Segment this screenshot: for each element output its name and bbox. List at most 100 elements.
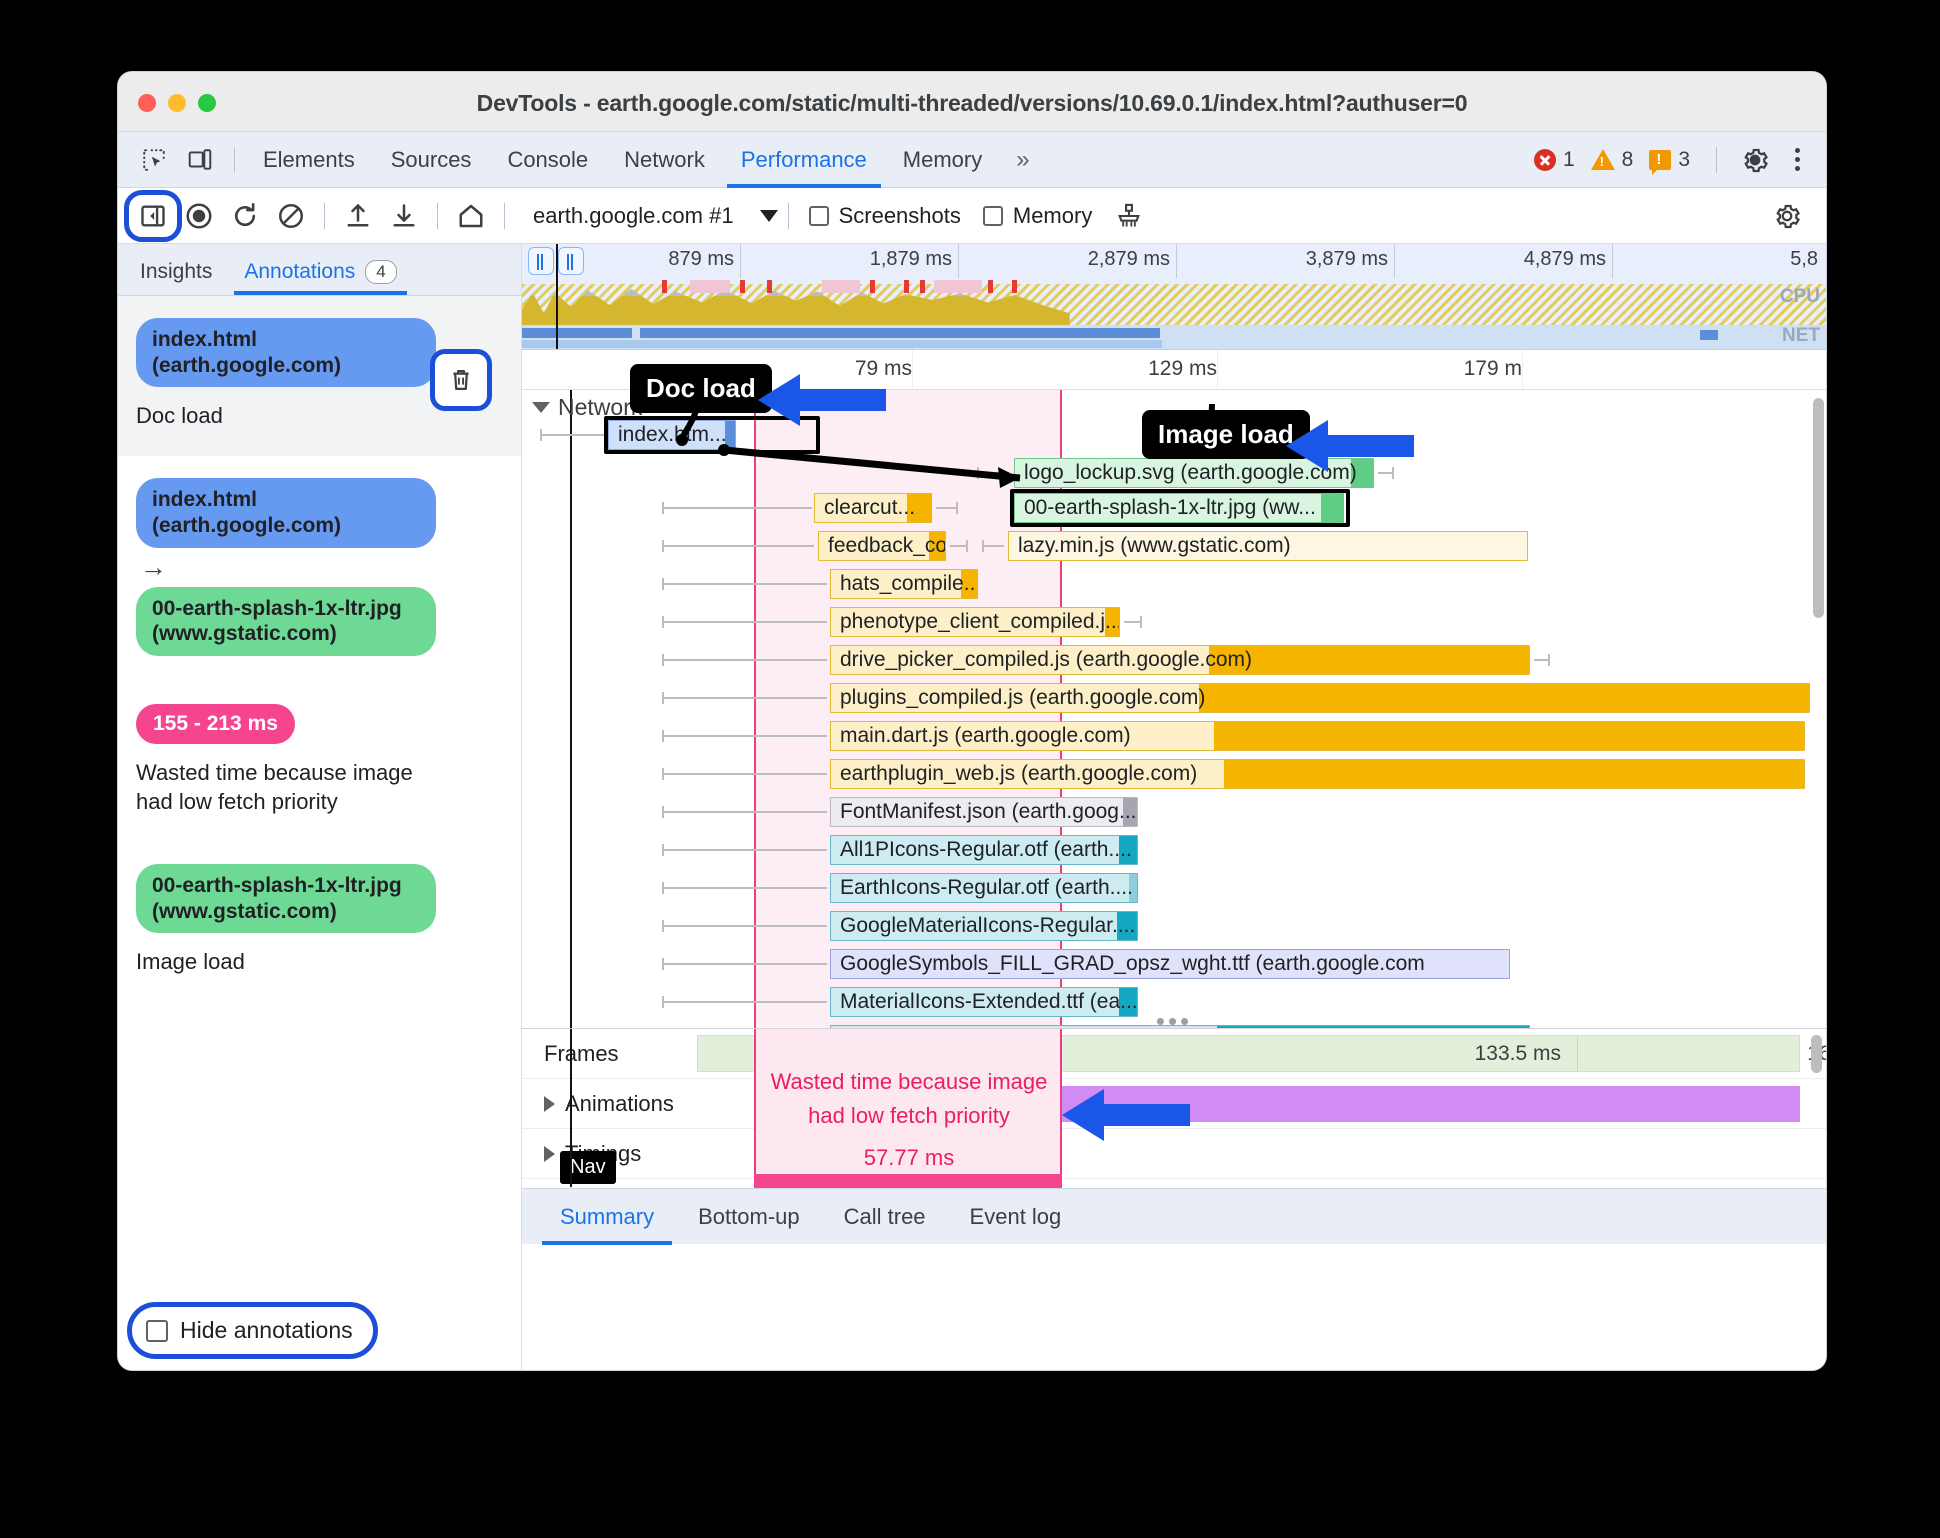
tab-console[interactable]: Console [507,146,589,172]
network-flamechart[interactable]: 79 ms 129 ms 179 m Network [522,350,1826,1028]
tab-sources[interactable]: Sources [390,146,472,172]
timeline-overview[interactable]: 879 ms 1,879 ms 2,879 ms 3,879 ms 4,879 … [522,244,1826,350]
device-toolbar-icon[interactable] [178,140,222,180]
warning-badge[interactable]: 8 [1590,148,1633,172]
frame-segment[interactable]: 133.5 ms [698,1036,1578,1071]
tab-summary[interactable]: Summary [538,1189,676,1245]
request-bar[interactable]: All1PIcons-Regular.otf (earth.... [830,835,1138,865]
request-row[interactable]: MaterialIcons-Extended.ttf (ea... [522,987,1826,1017]
request-row[interactable]: main.dart.js (earth.google.com) [522,721,1826,751]
tab-bottom-up[interactable]: Bottom-up [698,1203,800,1229]
request-row[interactable]: GoogleMaterialIcons-Regular.... [522,911,1826,941]
screenshots-checkbox[interactable]: Screenshots [808,203,961,229]
request-bar[interactable]: FontManifest.json (earth.goog... [830,797,1138,827]
annotation-chip-range[interactable]: 155 - 213 ms [136,703,295,744]
request-bar[interactable]: plugins_compiled.js (earth.google.com) [830,683,1810,713]
request-row[interactable]: plugins_compiled.js (earth.google.com) [522,683,1826,713]
annotation-chip-entry[interactable]: index.html (earth.google.com) [136,318,436,388]
more-options-icon[interactable] [1783,148,1812,171]
request-row[interactable]: EarthIcons-Regular.otf (earth.... [522,873,1826,903]
annotation-chip-to[interactable]: 00-earth-splash-1x-ltr.jpg (www.gstatic.… [136,586,436,656]
request-bar[interactable]: drive_picker_compiled.js (earth.google.c… [830,645,1530,675]
request-row[interactable]: GoogleSymbols_FILL_GRAD_opsz_wght.ttf (e… [522,949,1826,979]
tab-memory[interactable]: Memory [902,146,983,172]
annotation-item-link[interactable]: index.html (earth.google.com) → 00-earth… [118,456,521,681]
upload-icon[interactable] [335,196,381,236]
request-bar[interactable]: MaterialIcons-Extended.ttf (ea... [830,987,1138,1017]
minimize-window-button[interactable] [168,94,186,112]
more-tabs-icon[interactable]: » [1016,145,1029,173]
error-badge[interactable]: 1 [1533,148,1575,172]
tracks-cursor-line [570,1029,572,1187]
request-bar[interactable]: earthplugin_web.js (earth.google.com) [830,759,1805,789]
request-row[interactable]: GoogleSans-Bold.nohints.ttf (earth.googl… [522,1025,1826,1028]
request-bar[interactable]: GoogleMaterialIcons-Regular.... [830,911,1138,941]
tab-event-log[interactable]: Event log [969,1203,1062,1229]
brush-icon[interactable] [1106,196,1152,236]
sidebar-toggle-icon[interactable] [124,189,182,242]
home-icon[interactable] [448,196,494,236]
annotations-list[interactable]: index.html (earth.google.com) Doc load i… [118,296,521,1284]
request-bar[interactable]: EarthIcons-Regular.otf (earth.... [830,873,1138,903]
overview-selection-handle-right[interactable] [558,247,584,275]
tab-performance[interactable]: Performance [723,132,885,188]
request-row[interactable]: logo_lockup.svg (earth.google.com) [522,458,1826,488]
request-row[interactable]: earthplugin_web.js (earth.google.com) [522,759,1826,789]
memory-checkbox[interactable]: Memory [982,203,1092,229]
sidebar-tab-insights[interactable]: Insights [130,260,222,295]
request-bar[interactable]: GoogleSymbols_FILL_GRAD_opsz_wght.ttf (e… [830,949,1510,979]
settings-gear-icon[interactable] [1733,140,1777,180]
request-bar[interactable]: clearcut... [814,493,932,523]
annotation-chip-image[interactable]: 00-earth-splash-1x-ltr.jpg (www.gstatic.… [136,864,436,934]
annotation-chip-from[interactable]: index.html (earth.google.com) [136,478,436,548]
close-window-button[interactable] [138,94,156,112]
frames-track[interactable]: Frames 133.5 ms 16.6 ms [522,1029,1826,1079]
network-track-header[interactable]: Network [532,394,642,421]
bottom-tracks: Frames 133.5 ms 16.6 ms [522,1028,1826,1188]
annotations-sidebar: Insights Annotations 4 index.html (earth… [118,244,522,1370]
request-row[interactable]: drive_picker_compiled.js (earth.google.c… [522,645,1826,675]
issues-badge[interactable]: 3 [1649,148,1690,175]
tab-call-tree[interactable]: Call tree [843,1203,926,1229]
nav-marker-chip[interactable]: Nav [560,1151,616,1184]
inspect-element-icon[interactable] [132,140,176,180]
memory-checkbox-box [982,205,1003,226]
perf-settings-gear-icon[interactable] [1764,196,1810,236]
request-bar[interactable]: index.htm... [608,420,736,450]
request-bar[interactable]: lazy.min.js (www.gstatic.com) [1008,531,1528,561]
request-row[interactable]: feedback_co... lazy.min.js (www.gstatic.… [522,531,1826,561]
clear-icon[interactable] [268,196,314,236]
sidebar-tab-annotations[interactable]: Annotations 4 [234,260,408,295]
request-bar[interactable]: feedback_co... [818,531,946,561]
tab-network[interactable]: Network [624,146,705,172]
frame-segment[interactable]: 16.6 ms [1578,1036,1826,1071]
annotation-item-time-range[interactable]: 155 - 213 ms Wasted time because image h… [118,682,521,842]
request-bar[interactable]: 00-earth-splash-1x-ltr.jpg (ww... [1014,493,1344,523]
request-row[interactable]: index.htm... [522,420,1826,450]
error-icon [1533,148,1556,171]
request-row[interactable]: phenotype_client_compiled.j... [522,607,1826,637]
annotation-item-doc-load[interactable]: index.html (earth.google.com) Doc load [118,296,521,457]
delete-annotation-button[interactable] [430,349,492,411]
flamechart-scrollbar[interactable] [1813,398,1824,618]
download-icon[interactable] [381,196,427,236]
hide-annotations-checkbox[interactable]: Hide annotations [127,1302,378,1359]
maximize-window-button[interactable] [198,94,216,112]
record-icon[interactable] [176,196,222,236]
annotation-item-image-load[interactable]: 00-earth-splash-1x-ltr.jpg (www.gstatic.… [118,842,521,1002]
overview-selection-handle-left[interactable] [528,247,554,275]
main-track[interactable]: Ma https://earth.google.com/web/@0,-0.27… [522,1179,1826,1188]
track-resize-handle[interactable]: ••• [1155,1005,1193,1028]
request-row[interactable]: hats_compile... [522,569,1826,599]
request-bar[interactable]: GoogleSans-Bold.nohints.ttf (earth.googl… [830,1025,1530,1028]
frames-scrollbar[interactable] [1811,1035,1822,1073]
tab-elements[interactable]: Elements [263,146,355,172]
request-row[interactable]: clearcut... 00-earth-splash-1x-ltr.jpg (… [522,493,1826,523]
request-bar[interactable]: hats_compile... [830,569,978,599]
request-row[interactable]: FontManifest.json (earth.goog... [522,797,1826,827]
request-row[interactable]: All1PIcons-Regular.otf (earth.... [522,835,1826,865]
request-bar[interactable]: phenotype_client_compiled.j... [830,607,1120,637]
request-bar[interactable]: main.dart.js (earth.google.com) [830,721,1805,751]
trace-selector[interactable]: earth.google.com #1 [533,203,778,229]
reload-and-record-icon[interactable] [222,196,268,236]
